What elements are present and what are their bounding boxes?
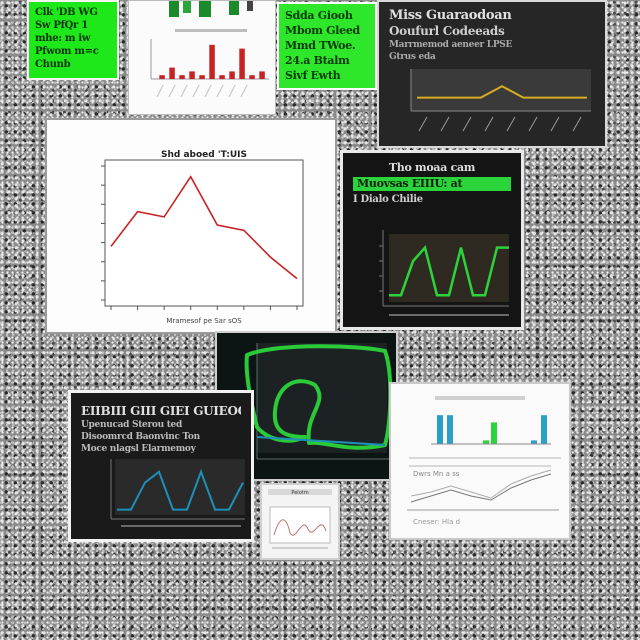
- bar: [531, 440, 537, 444]
- card-text: Dwrs Mn a ss: [413, 470, 460, 478]
- note-line: Mmd TWoe.: [285, 39, 356, 52]
- green-series-line: [389, 244, 509, 297]
- highlight-band: Muovsas EIIIU: at: [353, 177, 511, 191]
- note-line: Clk 'DB WG: [35, 7, 98, 18]
- bar-chart: [150, 1, 269, 98]
- x-axis-label: Mramesof pe Sar sOS: [166, 317, 242, 325]
- chart-title: Shd aboed 'T:UIS: [161, 150, 247, 160]
- gold-series-line: [417, 85, 587, 99]
- dark-teal-chart-card: EIIBIII GIII GIEI GUIEOCO Upenucad Stero…: [68, 390, 254, 542]
- note-line: 24.a Btalm: [285, 54, 350, 67]
- card-text: Moce nlagsl Elarmemoy: [81, 444, 196, 454]
- mini-label: Pelotm: [291, 490, 308, 496]
- note-line: Pfwom m=c: [35, 46, 99, 57]
- bar: [179, 75, 185, 79]
- bar: [239, 48, 245, 79]
- card-text: Disoomrcd Baonvinc Ton: [81, 432, 200, 442]
- bar: [541, 415, 547, 444]
- bar: [209, 44, 215, 79]
- bar: [491, 422, 497, 444]
- teal-line-chart: [110, 459, 245, 527]
- bar-chart-card: [128, 0, 276, 115]
- bar: [189, 71, 195, 79]
- bar: [229, 71, 235, 79]
- card-title: Tho moaa cam: [388, 161, 476, 174]
- bar: [169, 67, 175, 79]
- green-note-card: Clk 'DB WG Sw PfQr 1 mhe: m iw Pfwom m=c…: [27, 0, 119, 80]
- main-line-chart-card: Shd aboed 'T:UIS Mramesof pe Sar sOS: [45, 118, 337, 334]
- green-note-card: Sdda Giooh Mbom Gleed Mmd TWoe. 24.a Bta…: [277, 2, 377, 90]
- card-text: Gtrus eda: [389, 52, 436, 62]
- card-text: Marrmemod aeneer LPSE: [389, 40, 513, 50]
- bar: [159, 75, 165, 79]
- dark-waveform-card: Tho moaa cam Muovsas EIIIU: at I Dialo C…: [340, 150, 524, 330]
- green-waveform-chart: [379, 230, 509, 316]
- grey-series-line-2: [410, 469, 552, 499]
- note-line: Sw PfQr 1: [35, 20, 88, 31]
- red-series-line: [110, 175, 298, 280]
- teal-series-line: [117, 468, 244, 511]
- mini-chart-card: Pelotm: [260, 483, 340, 560]
- card-title: Miss Guaraodoan: [389, 8, 512, 23]
- card-subtitle: Ooufurl Codeeads: [389, 24, 505, 38]
- bar: [437, 415, 443, 444]
- bar: [219, 75, 225, 79]
- bar: [447, 415, 453, 444]
- bar: [199, 75, 205, 79]
- main-line-chart: Shd aboed 'T:UIS Mramesof pe Sar sOS: [101, 150, 304, 325]
- blue-base-line: [256, 436, 386, 446]
- white-combo-chart-card: Dwrs Mn a ss Cneser: Hla d: [389, 382, 571, 540]
- note-line: Sivf Ewth: [285, 69, 341, 82]
- gold-line-chart: [410, 69, 591, 132]
- note-line: mhe: m iw: [35, 33, 91, 44]
- card-title: EIIBIII GIII GIEI GUIEOCO: [81, 404, 241, 418]
- mini-chart: Pelotm: [268, 489, 332, 549]
- card-subtitle: I Dialo Chilie: [353, 194, 423, 205]
- dark-line-chart-card: Miss Guaraodoan Ooufurl Codeeads Marrmem…: [377, 0, 607, 148]
- note-line: Chunb: [35, 59, 71, 70]
- note-line: Sdda Giooh: [285, 9, 353, 22]
- bar: [483, 440, 489, 444]
- grey-series-line: [410, 473, 552, 503]
- card-text: Cneser: Hla d: [413, 518, 460, 526]
- bar: [259, 71, 265, 79]
- bar: [249, 75, 255, 79]
- note-line: Mbom Gleed: [285, 24, 360, 37]
- mini-series-line: [273, 519, 327, 536]
- combo-chart: Dwrs Mn a ss Cneser: Hla d: [407, 396, 561, 526]
- card-text: Upenucad Sterou ted: [81, 420, 182, 430]
